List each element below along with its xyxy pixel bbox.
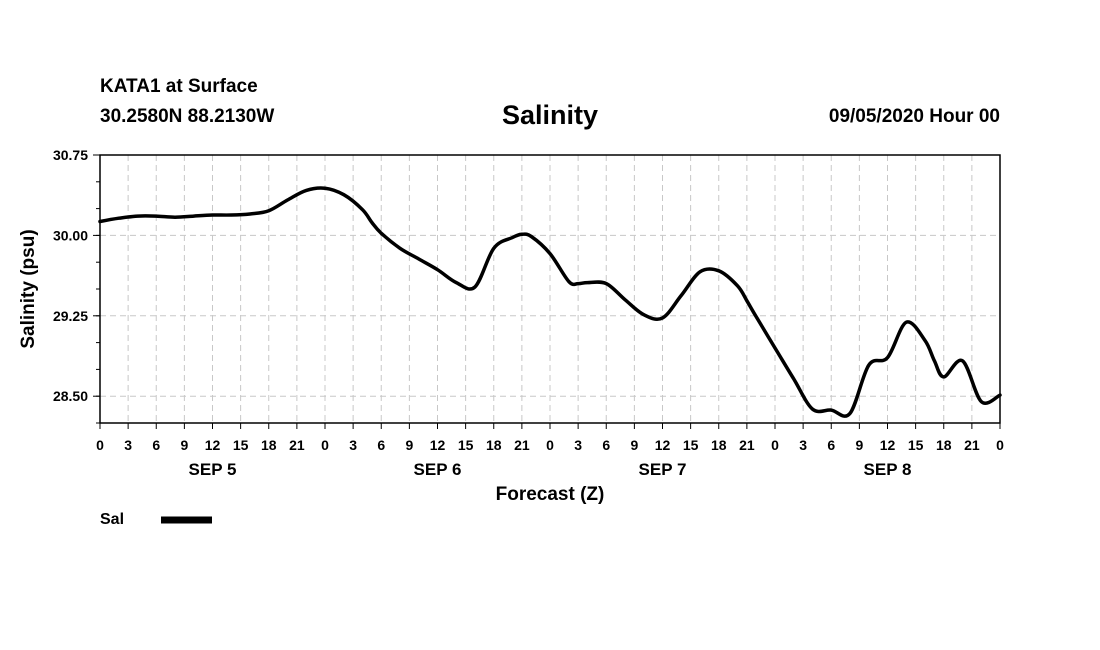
x-tick-label: 0 — [321, 437, 329, 453]
x-tick-label: 18 — [261, 437, 277, 453]
x-tick-label: 18 — [936, 437, 952, 453]
y-axis-title: Salinity (psu) — [18, 229, 39, 348]
x-tick-label: 9 — [855, 437, 863, 453]
x-tick-label: 9 — [405, 437, 413, 453]
y-tick-label: 28.50 — [53, 388, 88, 404]
forecast-timestamp: 09/05/2020 Hour 00 — [828, 106, 1000, 127]
x-tick-label: 6 — [152, 437, 160, 453]
x-tick-label: 6 — [377, 437, 385, 453]
x-tick-label: 3 — [349, 437, 357, 453]
y-tick-label: 30.75 — [53, 147, 88, 163]
x-tick-label: 15 — [908, 437, 924, 453]
x-tick-label: 12 — [655, 437, 671, 453]
x-tick-label: 12 — [205, 437, 221, 453]
x-tick-label: 18 — [486, 437, 502, 453]
chart-title: Salinity — [501, 100, 599, 130]
x-tick-label: 9 — [630, 437, 638, 453]
legend: Sal — [100, 511, 212, 528]
grid-layer — [100, 154, 1000, 423]
y-tick-label: 29.25 — [53, 308, 88, 324]
y-tick-label: 30.00 — [53, 227, 88, 243]
day-label: SEP 6 — [414, 460, 462, 479]
x-tick-label: 3 — [799, 437, 807, 453]
series-line-sal — [98, 186, 1002, 418]
series-layer — [98, 186, 1002, 418]
x-tick-label: 6 — [602, 437, 610, 453]
x-tick-label: 3 — [124, 437, 132, 453]
x-tick-label: 3 — [574, 437, 582, 453]
x-tick-label: 21 — [289, 437, 305, 453]
x-tick-label: 12 — [430, 437, 446, 453]
day-labels: SEP 5 SEP 6 SEP 7 SEP 8 — [189, 460, 912, 479]
x-axis-title: Forecast (Z) — [496, 484, 605, 505]
day-label: SEP 5 — [189, 460, 237, 479]
x-tick-label: 9 — [180, 437, 188, 453]
y-axis: 30.75 30.00 29.25 28.50 — [53, 147, 100, 424]
x-tick-label: 21 — [964, 437, 980, 453]
coordinates-label: 30.2580N 88.2130W — [100, 106, 275, 127]
x-tick-label: 21 — [739, 437, 755, 453]
x-tick-label: 15 — [233, 437, 249, 453]
day-label: SEP 8 — [864, 460, 912, 479]
x-tick-label: 18 — [711, 437, 727, 453]
x-tick-label: 6 — [827, 437, 835, 453]
x-axis: 0 3 6 9 12 15 18 21 0 3 6 9 12 15 18 21 0 3 6 9 12 15 18 21 0 3 6 9… — [96, 423, 1004, 453]
x-tick-label: 0 — [771, 437, 779, 453]
x-tick-label: 21 — [514, 437, 530, 453]
x-tick-label: 12 — [880, 437, 896, 453]
x-tick-label: 0 — [96, 437, 104, 453]
day-label: SEP 7 — [639, 460, 687, 479]
station-label: KATA1 at Surface — [100, 76, 258, 97]
x-tick-label: 0 — [546, 437, 554, 453]
legend-label-sal: Sal — [100, 511, 124, 528]
x-tick-label: 15 — [683, 437, 699, 453]
x-tick-label: 15 — [458, 437, 474, 453]
x-tick-label: 0 — [996, 437, 1004, 453]
